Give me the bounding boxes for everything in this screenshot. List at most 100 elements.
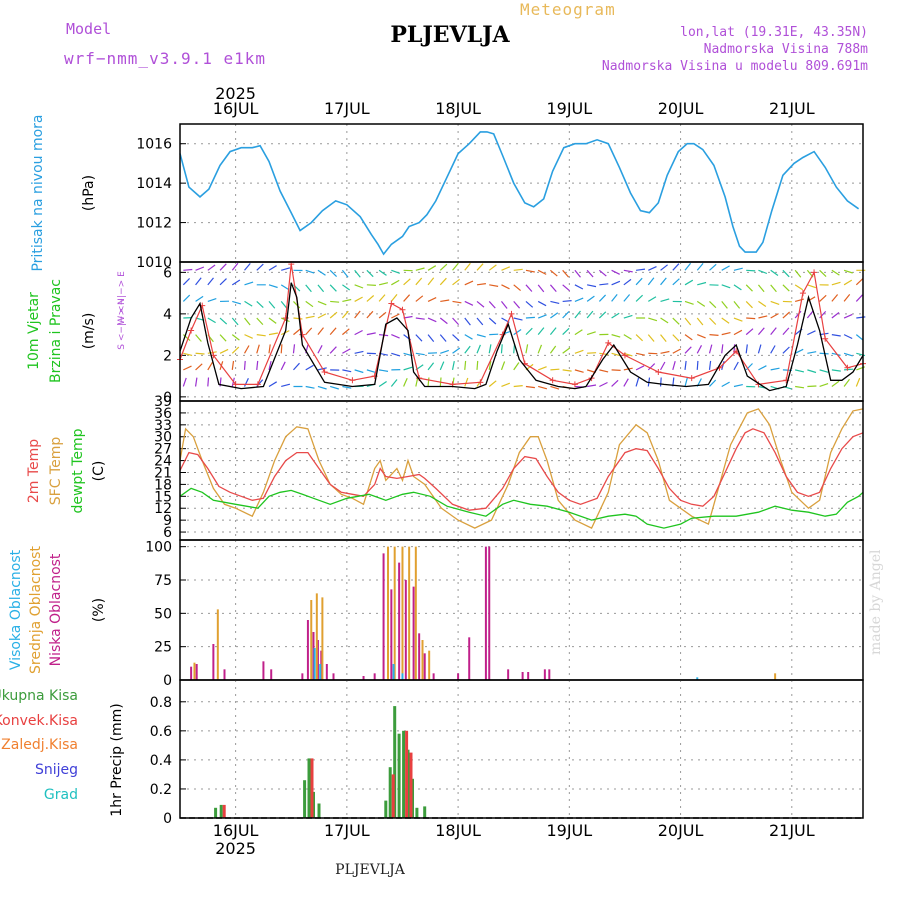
wind-arrow bbox=[843, 294, 851, 302]
wind-arrow bbox=[635, 294, 644, 302]
wind-arrow bbox=[195, 352, 205, 355]
wind-arrow bbox=[342, 298, 352, 303]
wind-arrow bbox=[476, 283, 486, 286]
precip-bar bbox=[397, 733, 401, 818]
wind-arrow bbox=[770, 327, 777, 335]
wind-arrow bbox=[342, 369, 352, 373]
wind-arrow bbox=[452, 317, 460, 326]
top-day-label: 21JUL bbox=[769, 99, 815, 118]
wind-arrow bbox=[745, 363, 753, 371]
precip-bar bbox=[214, 807, 218, 818]
wind-arrow bbox=[194, 377, 198, 387]
wind-arrow bbox=[538, 385, 548, 390]
wind-arrow bbox=[439, 317, 448, 325]
wind-arrow bbox=[856, 316, 866, 319]
precip-bar bbox=[423, 806, 427, 818]
wind-arrow bbox=[697, 334, 706, 339]
y-tick-label: 0.8 bbox=[150, 695, 172, 711]
wind-arrow bbox=[696, 345, 703, 354]
wind-arrow bbox=[464, 360, 467, 370]
wind-arrow bbox=[379, 369, 389, 372]
wind-arrow bbox=[770, 269, 779, 276]
wind-arrow bbox=[696, 360, 699, 370]
wind-arrow bbox=[317, 269, 326, 276]
wind-arrow bbox=[562, 284, 570, 292]
wind-arrow bbox=[709, 334, 719, 336]
wind-direction-legend: W <−|−> E bbox=[117, 271, 127, 325]
wind-arrow bbox=[317, 313, 327, 319]
y-tick-label: 6 bbox=[163, 525, 172, 541]
wind-arrow bbox=[758, 269, 768, 275]
panel-frame-cloudiness bbox=[179, 539, 864, 681]
wind-arrow bbox=[415, 267, 425, 271]
wind-arrow bbox=[403, 366, 413, 371]
wind-arrow bbox=[488, 344, 492, 354]
wind-arrow bbox=[183, 352, 193, 356]
wind-arrow bbox=[427, 297, 437, 302]
wind-arrow bbox=[305, 315, 315, 319]
y-tick-label: 1016 bbox=[136, 137, 172, 153]
wind-arrow bbox=[354, 310, 361, 319]
wind-arrow bbox=[745, 344, 748, 354]
wind-arrow bbox=[684, 377, 688, 387]
wind-arrow bbox=[513, 362, 520, 371]
wind-arrow bbox=[855, 294, 863, 302]
precip-bar bbox=[393, 706, 397, 818]
precip-bar bbox=[317, 803, 321, 818]
y-tick-label: 0 bbox=[163, 390, 172, 406]
precip-bar bbox=[222, 804, 226, 818]
wind-arrow bbox=[366, 284, 376, 286]
wind-arrow bbox=[439, 361, 445, 371]
wind-arrow bbox=[586, 269, 594, 278]
wind-arrow bbox=[623, 269, 633, 273]
wind-arrow bbox=[819, 269, 827, 278]
model-altitude-info: Nadmorska Visina u modelu 809.691m bbox=[601, 59, 868, 74]
y-tick-label: 100 bbox=[145, 540, 172, 556]
wind-arrow bbox=[684, 300, 694, 305]
wind-arrow bbox=[281, 383, 291, 388]
wind-ylabel2: Brzina i Pravac bbox=[48, 279, 64, 383]
wind-arrow bbox=[819, 294, 827, 302]
wind-arrow bbox=[550, 269, 558, 277]
wind-arrow bbox=[244, 317, 251, 326]
wind-arrow bbox=[305, 385, 315, 389]
wind-arrow bbox=[243, 345, 250, 354]
wind-arrow bbox=[195, 266, 205, 271]
wind-arrow bbox=[464, 334, 473, 340]
wind-arrow bbox=[562, 347, 571, 354]
wind-arrow bbox=[207, 361, 214, 371]
wind-arrow bbox=[721, 361, 725, 371]
wind-arrow bbox=[329, 327, 337, 336]
precip-bar bbox=[310, 758, 314, 818]
wind-arrow bbox=[342, 385, 352, 389]
wind-arrow bbox=[427, 362, 435, 371]
precip-bar bbox=[405, 730, 409, 818]
wind-arrow bbox=[537, 314, 547, 319]
wind-gust-marker bbox=[477, 379, 484, 386]
wind-arrow bbox=[746, 269, 756, 272]
wind-arrow bbox=[293, 317, 303, 320]
wind-arrow bbox=[378, 269, 387, 276]
wind-gust-marker bbox=[508, 310, 515, 317]
lonlat-info: lon,lat (19.31E, 43.35N) bbox=[680, 25, 868, 40]
wind-arrow bbox=[244, 334, 253, 339]
wind-arrow bbox=[232, 300, 242, 305]
cloud-ylabel-low: Niska Oblacnost bbox=[48, 553, 64, 666]
wind-arrow bbox=[660, 277, 667, 286]
wind-arrow bbox=[770, 300, 780, 305]
wind-arrow bbox=[476, 360, 479, 370]
wind-arrow bbox=[550, 312, 559, 319]
wind-arrow bbox=[329, 311, 338, 319]
wind-arrow bbox=[819, 310, 827, 319]
wind-arrow bbox=[623, 294, 631, 302]
wind-arrow bbox=[280, 284, 290, 291]
wind-arrow bbox=[330, 300, 340, 303]
wind-arrow bbox=[268, 360, 272, 371]
wind-arrow bbox=[427, 317, 437, 323]
wind-arrow bbox=[195, 363, 203, 371]
wind-arrow bbox=[231, 334, 240, 341]
wind-arrow bbox=[684, 262, 692, 271]
wind-arrow bbox=[611, 379, 619, 387]
panel-frame-precipitation bbox=[179, 679, 864, 819]
wind-arrow bbox=[464, 300, 474, 306]
